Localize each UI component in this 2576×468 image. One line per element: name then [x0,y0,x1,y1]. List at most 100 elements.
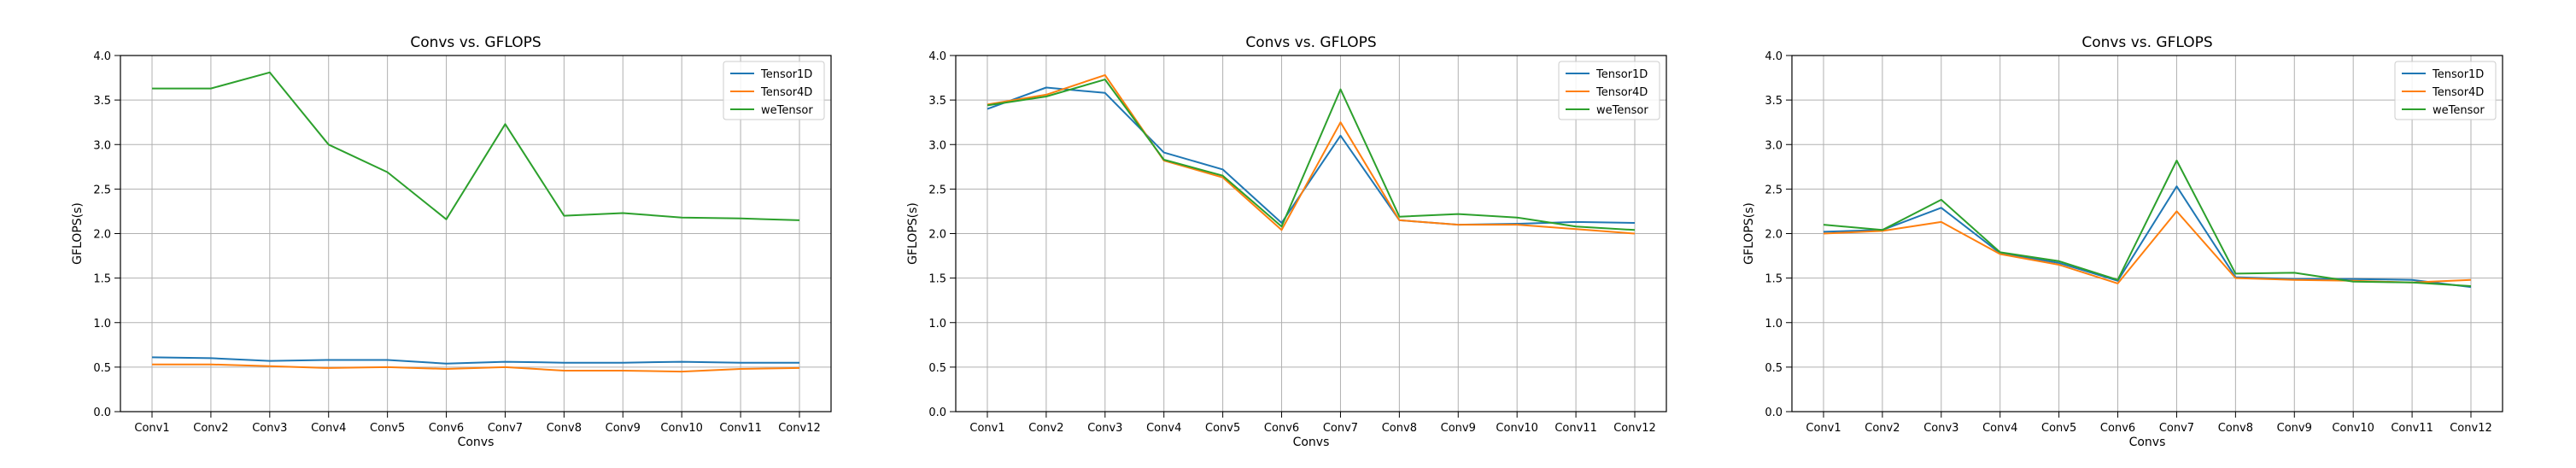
plot-frame [120,55,832,412]
legend-label-tensor1d: Tensor1D [760,68,812,81]
chart-panel-1: 0.0 0.5 1.0 1.5 2.0 2.5 3.0 3.5 4.0 Conv1 Conv2 Con… [71,34,832,449]
x-tick-label: Conv3 [1087,422,1122,435]
x-tick-label: Conv4 [1146,422,1181,435]
x-tick-label: Conv10 [1496,422,1538,435]
legend-label-tensor4d: Tensor4D [760,86,812,99]
y-tick-label: 0.5 [1765,362,1783,375]
legend-box [723,61,825,120]
x-tick-label: Conv6 [1264,422,1299,435]
x-tick-label: Conv4 [1982,422,2017,435]
x-tick-label: Conv4 [311,422,346,435]
plot-frame [955,55,1667,412]
x-tick-label: Conv12 [778,422,821,435]
y-tick-label: 0.0 [93,407,111,419]
legend-label-tensor4d: Tensor4D [2432,86,2484,99]
legend-label-tensor1d: Tensor1D [2432,68,2484,81]
y-tick-label: 0.0 [928,407,946,419]
x-tick-label: Conv11 [1554,422,1597,435]
x-tick-label: Conv11 [2391,422,2433,435]
y-axis-label: GFLOPS(s) [906,202,920,265]
x-tick-label: Conv11 [719,422,762,435]
y-tick-label: 0.5 [928,362,946,375]
y-tick-label: 2.5 [1765,184,1783,196]
y-tick-label: 4.0 [1765,50,1783,63]
y-tick-label: 3.0 [928,139,946,152]
x-axis-label: Convs [2129,436,2166,449]
y-tick-label: 3.0 [1765,139,1783,152]
x-tick-label: Conv10 [2332,422,2374,435]
chart-title: Convs vs. GFLOPS [410,34,541,51]
y-tick-label: 1.5 [1765,273,1783,286]
series-line-tensor1d [151,356,799,365]
series-line-tensor1d [1823,185,2472,289]
legend-label-wetensor: weTensor [1596,104,1648,117]
x-tick-label: Conv2 [193,422,228,435]
y-tick-label: 1.5 [928,273,946,286]
x-tick-label: Conv1 [969,422,1004,435]
x-tick-label: Conv5 [370,422,405,435]
x-tick-label: Conv8 [2218,422,2253,435]
y-tick-label: 3.5 [928,95,946,108]
x-tick-label: Conv7 [488,422,523,435]
y-tick-label: 2.5 [93,184,111,196]
y-tick-label: 2.0 [928,229,946,242]
x-axis-label: Convs [458,436,495,449]
x-tick-label: Conv7 [2159,422,2194,435]
x-tick-label: Conv5 [2041,422,2076,435]
y-tick-label: 3.0 [93,139,111,152]
x-tick-label: Conv12 [1613,422,1656,435]
x-tick-label: Conv8 [1382,422,1417,435]
x-axis-label: Convs [1293,436,1330,449]
y-tick-label: 2.5 [928,184,946,196]
x-tick-label: Conv9 [1441,422,1476,435]
legend-label-wetensor: weTensor [2433,104,2485,117]
series-line-wetensor [1823,160,2472,287]
chart-title: Convs vs. GFLOPS [2081,34,2212,51]
plot-frame [1791,55,2503,412]
y-tick-label: 1.0 [1765,318,1783,331]
series-line-wetensor [986,79,1636,231]
y-tick-label: 4.0 [928,50,946,63]
x-tick-label: Conv3 [252,422,287,435]
x-tick-label: Conv5 [1205,422,1240,435]
y-tick-label: 3.5 [1765,95,1783,108]
y-tick-label: 0.0 [1765,407,1783,419]
y-tick-label: 0.5 [93,362,111,375]
x-tick-label: Conv3 [1923,422,1958,435]
legend: Tensor1D Tensor4D weTensor [1558,61,1660,120]
y-tick-label: 2.0 [93,229,111,242]
legend-box [2394,61,2497,120]
legend-label-wetensor: weTensor [761,104,813,117]
y-axis-label: GFLOPS(s) [71,202,85,265]
x-tick-label: Conv8 [547,422,582,435]
x-tick-label: Conv2 [1028,422,1063,435]
legend-label-tensor1d: Tensor1D [1595,68,1648,81]
y-tick-label: 1.0 [93,318,111,331]
y-tick-label: 1.0 [928,318,946,331]
x-tick-label: Conv9 [2277,422,2312,435]
legend: Tensor1D Tensor4D weTensor [723,61,825,120]
x-tick-label: Conv10 [660,422,703,435]
y-tick-label: 4.0 [93,50,111,63]
x-tick-label: Conv12 [2450,422,2492,435]
y-tick-label: 2.0 [1765,229,1783,242]
legend: Tensor1D Tensor4D weTensor [2394,61,2497,120]
x-tick-label: Conv1 [134,422,169,435]
x-tick-label: Conv9 [606,422,641,435]
x-tick-label: Conv6 [429,422,464,435]
x-tick-label: Conv1 [1806,422,1841,435]
x-tick-label: Conv7 [1323,422,1358,435]
series-line-tensor4d [986,73,1636,235]
y-tick-label: 1.5 [93,273,111,286]
x-tick-label: Conv2 [1865,422,1900,435]
chart-title: Convs vs. GFLOPS [1245,34,1376,51]
chart-panel-3: 0.0 0.5 1.0 1.5 2.0 2.5 3.0 3.5 4.0 Conv1 Conv2 Con… [1742,34,2503,449]
chart-panel-2: 0.0 0.5 1.0 1.5 2.0 2.5 3.0 3.5 4.0 Conv1 Conv2 Con… [906,34,1667,449]
grid [120,55,831,412]
legend-box [1558,61,1660,120]
legend-label-tensor4d: Tensor4D [1595,86,1648,99]
series-line-tensor4d [152,363,800,373]
y-tick-label: 3.5 [93,95,111,108]
series-line-wetensor [152,71,800,221]
